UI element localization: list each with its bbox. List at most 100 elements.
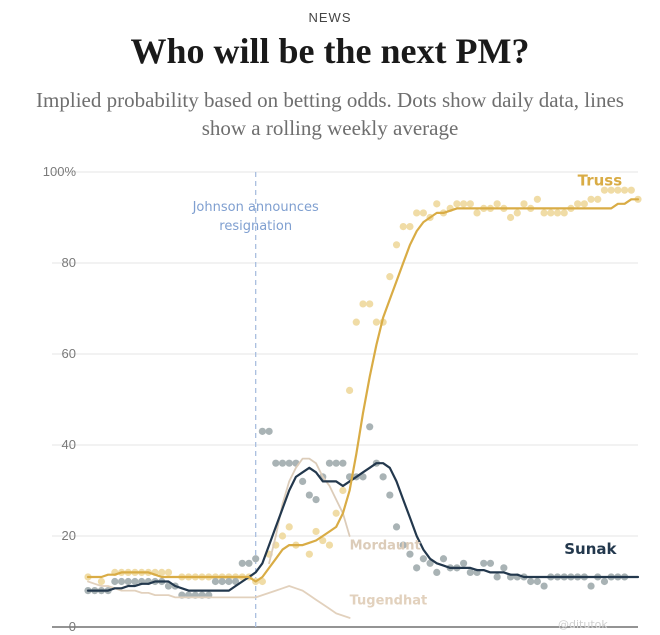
y-gridlines bbox=[52, 171, 638, 628]
truss-dot bbox=[372, 318, 381, 326]
sunak-dot bbox=[500, 564, 508, 572]
truss-dot bbox=[453, 200, 461, 208]
sunak-dot bbox=[533, 577, 541, 586]
sunak-dot bbox=[111, 577, 119, 586]
sunak-line bbox=[86, 462, 640, 592]
truss-dot bbox=[594, 195, 602, 203]
truss-dot bbox=[399, 223, 407, 231]
sunak-dot bbox=[600, 577, 609, 586]
sunak-dot bbox=[460, 559, 468, 567]
sunak-dot bbox=[339, 459, 347, 467]
sunak-label: Sunak bbox=[564, 540, 617, 558]
truss-dot bbox=[460, 200, 468, 208]
sunak-dot bbox=[359, 473, 367, 481]
section-kicker: NEWS bbox=[308, 10, 352, 25]
sunak-dot bbox=[480, 559, 488, 567]
daily-dots bbox=[84, 186, 642, 599]
sunak-dot bbox=[225, 577, 233, 586]
weekly-average-lines bbox=[86, 198, 640, 619]
sunak-dot bbox=[272, 459, 280, 467]
sunak-dot bbox=[258, 427, 266, 435]
truss-dot bbox=[359, 300, 367, 308]
sunak-dot bbox=[312, 496, 320, 504]
truss-dot bbox=[164, 568, 173, 577]
y-tick-label: 20 bbox=[62, 528, 76, 543]
truss-dot bbox=[97, 577, 106, 586]
sunak-dot bbox=[406, 550, 414, 558]
tugendhat-line bbox=[87, 580, 351, 619]
sunak-dot bbox=[527, 577, 535, 586]
sunak-dot bbox=[486, 559, 495, 567]
sunak-dot bbox=[419, 555, 427, 563]
annotation-johnson-resignation: Johnson announces resignation bbox=[192, 172, 319, 627]
truss-dot bbox=[473, 209, 481, 217]
chart-subtitle: Implied probability based on betting odd… bbox=[36, 88, 624, 140]
sunak-dot bbox=[305, 491, 313, 499]
sunak-dot bbox=[439, 555, 448, 563]
truss-dot bbox=[392, 241, 401, 249]
y-tick-label: 40 bbox=[62, 437, 76, 452]
truss-dot bbox=[600, 186, 609, 194]
mordaunt-label: Mordaunt bbox=[350, 539, 421, 554]
truss-dot bbox=[419, 209, 427, 217]
truss-dot bbox=[332, 509, 340, 517]
y-tick-label: 0 bbox=[69, 619, 76, 634]
truss-dot bbox=[520, 200, 528, 208]
truss-dot bbox=[352, 318, 360, 326]
chart-title: Who will be the next PM? bbox=[130, 31, 530, 71]
truss-dot bbox=[345, 386, 354, 394]
truss-dot bbox=[614, 186, 622, 194]
y-tick-label: 100% bbox=[43, 164, 77, 179]
truss-dot bbox=[580, 200, 588, 208]
sunak-dot bbox=[392, 523, 401, 531]
truss-dot bbox=[325, 541, 334, 549]
truss-line bbox=[86, 198, 640, 583]
truss-dot bbox=[312, 527, 320, 536]
sunak-dot bbox=[252, 555, 260, 563]
watermark: @ditutok bbox=[558, 618, 608, 631]
sunak-dot bbox=[245, 559, 253, 567]
sunak-dot bbox=[211, 577, 220, 586]
y-tick-label: 80 bbox=[62, 255, 76, 270]
sunak-dot bbox=[332, 459, 340, 467]
y-tick-label: 60 bbox=[62, 346, 76, 361]
truss-dot bbox=[540, 209, 548, 217]
truss-dot bbox=[553, 209, 562, 217]
sunak-dot bbox=[386, 491, 394, 499]
sunak-dot bbox=[299, 477, 307, 485]
truss-dot bbox=[587, 195, 595, 203]
sunak-dot bbox=[399, 541, 407, 549]
annotation-text: resignation bbox=[219, 219, 292, 234]
sunak-dot bbox=[164, 582, 173, 590]
mordaunt-line bbox=[268, 457, 351, 565]
tugendhat-label: Tugendhat bbox=[350, 593, 428, 608]
truss-dot bbox=[386, 273, 394, 281]
truss-dot bbox=[533, 195, 541, 203]
truss-dot bbox=[466, 200, 474, 208]
sunak-dot bbox=[426, 559, 434, 567]
truss-dot bbox=[406, 223, 414, 231]
truss-dot bbox=[607, 186, 615, 194]
sunak-dot bbox=[493, 573, 501, 581]
truss-dot bbox=[574, 200, 582, 208]
truss-dot bbox=[339, 486, 347, 495]
truss-dot bbox=[413, 209, 421, 217]
truss-dot bbox=[285, 523, 293, 531]
truss-dot bbox=[158, 568, 166, 577]
sunak-dot bbox=[466, 568, 474, 577]
sunak-dot bbox=[379, 473, 387, 481]
truss-dot bbox=[258, 577, 266, 586]
sunak-dot bbox=[218, 577, 226, 586]
sunak-dot bbox=[540, 582, 548, 590]
sunak-dot bbox=[587, 582, 595, 590]
sunak-dot bbox=[413, 564, 421, 572]
truss-dot bbox=[278, 532, 287, 540]
y-axis-ticks: 0 20 40 60 80 100% bbox=[43, 164, 77, 634]
sunak-dot bbox=[231, 577, 240, 586]
truss-dot bbox=[433, 200, 441, 208]
truss-dot bbox=[627, 186, 635, 194]
sunak-dot bbox=[433, 568, 441, 577]
sunak-dot bbox=[278, 459, 287, 467]
truss-dot bbox=[366, 300, 374, 308]
